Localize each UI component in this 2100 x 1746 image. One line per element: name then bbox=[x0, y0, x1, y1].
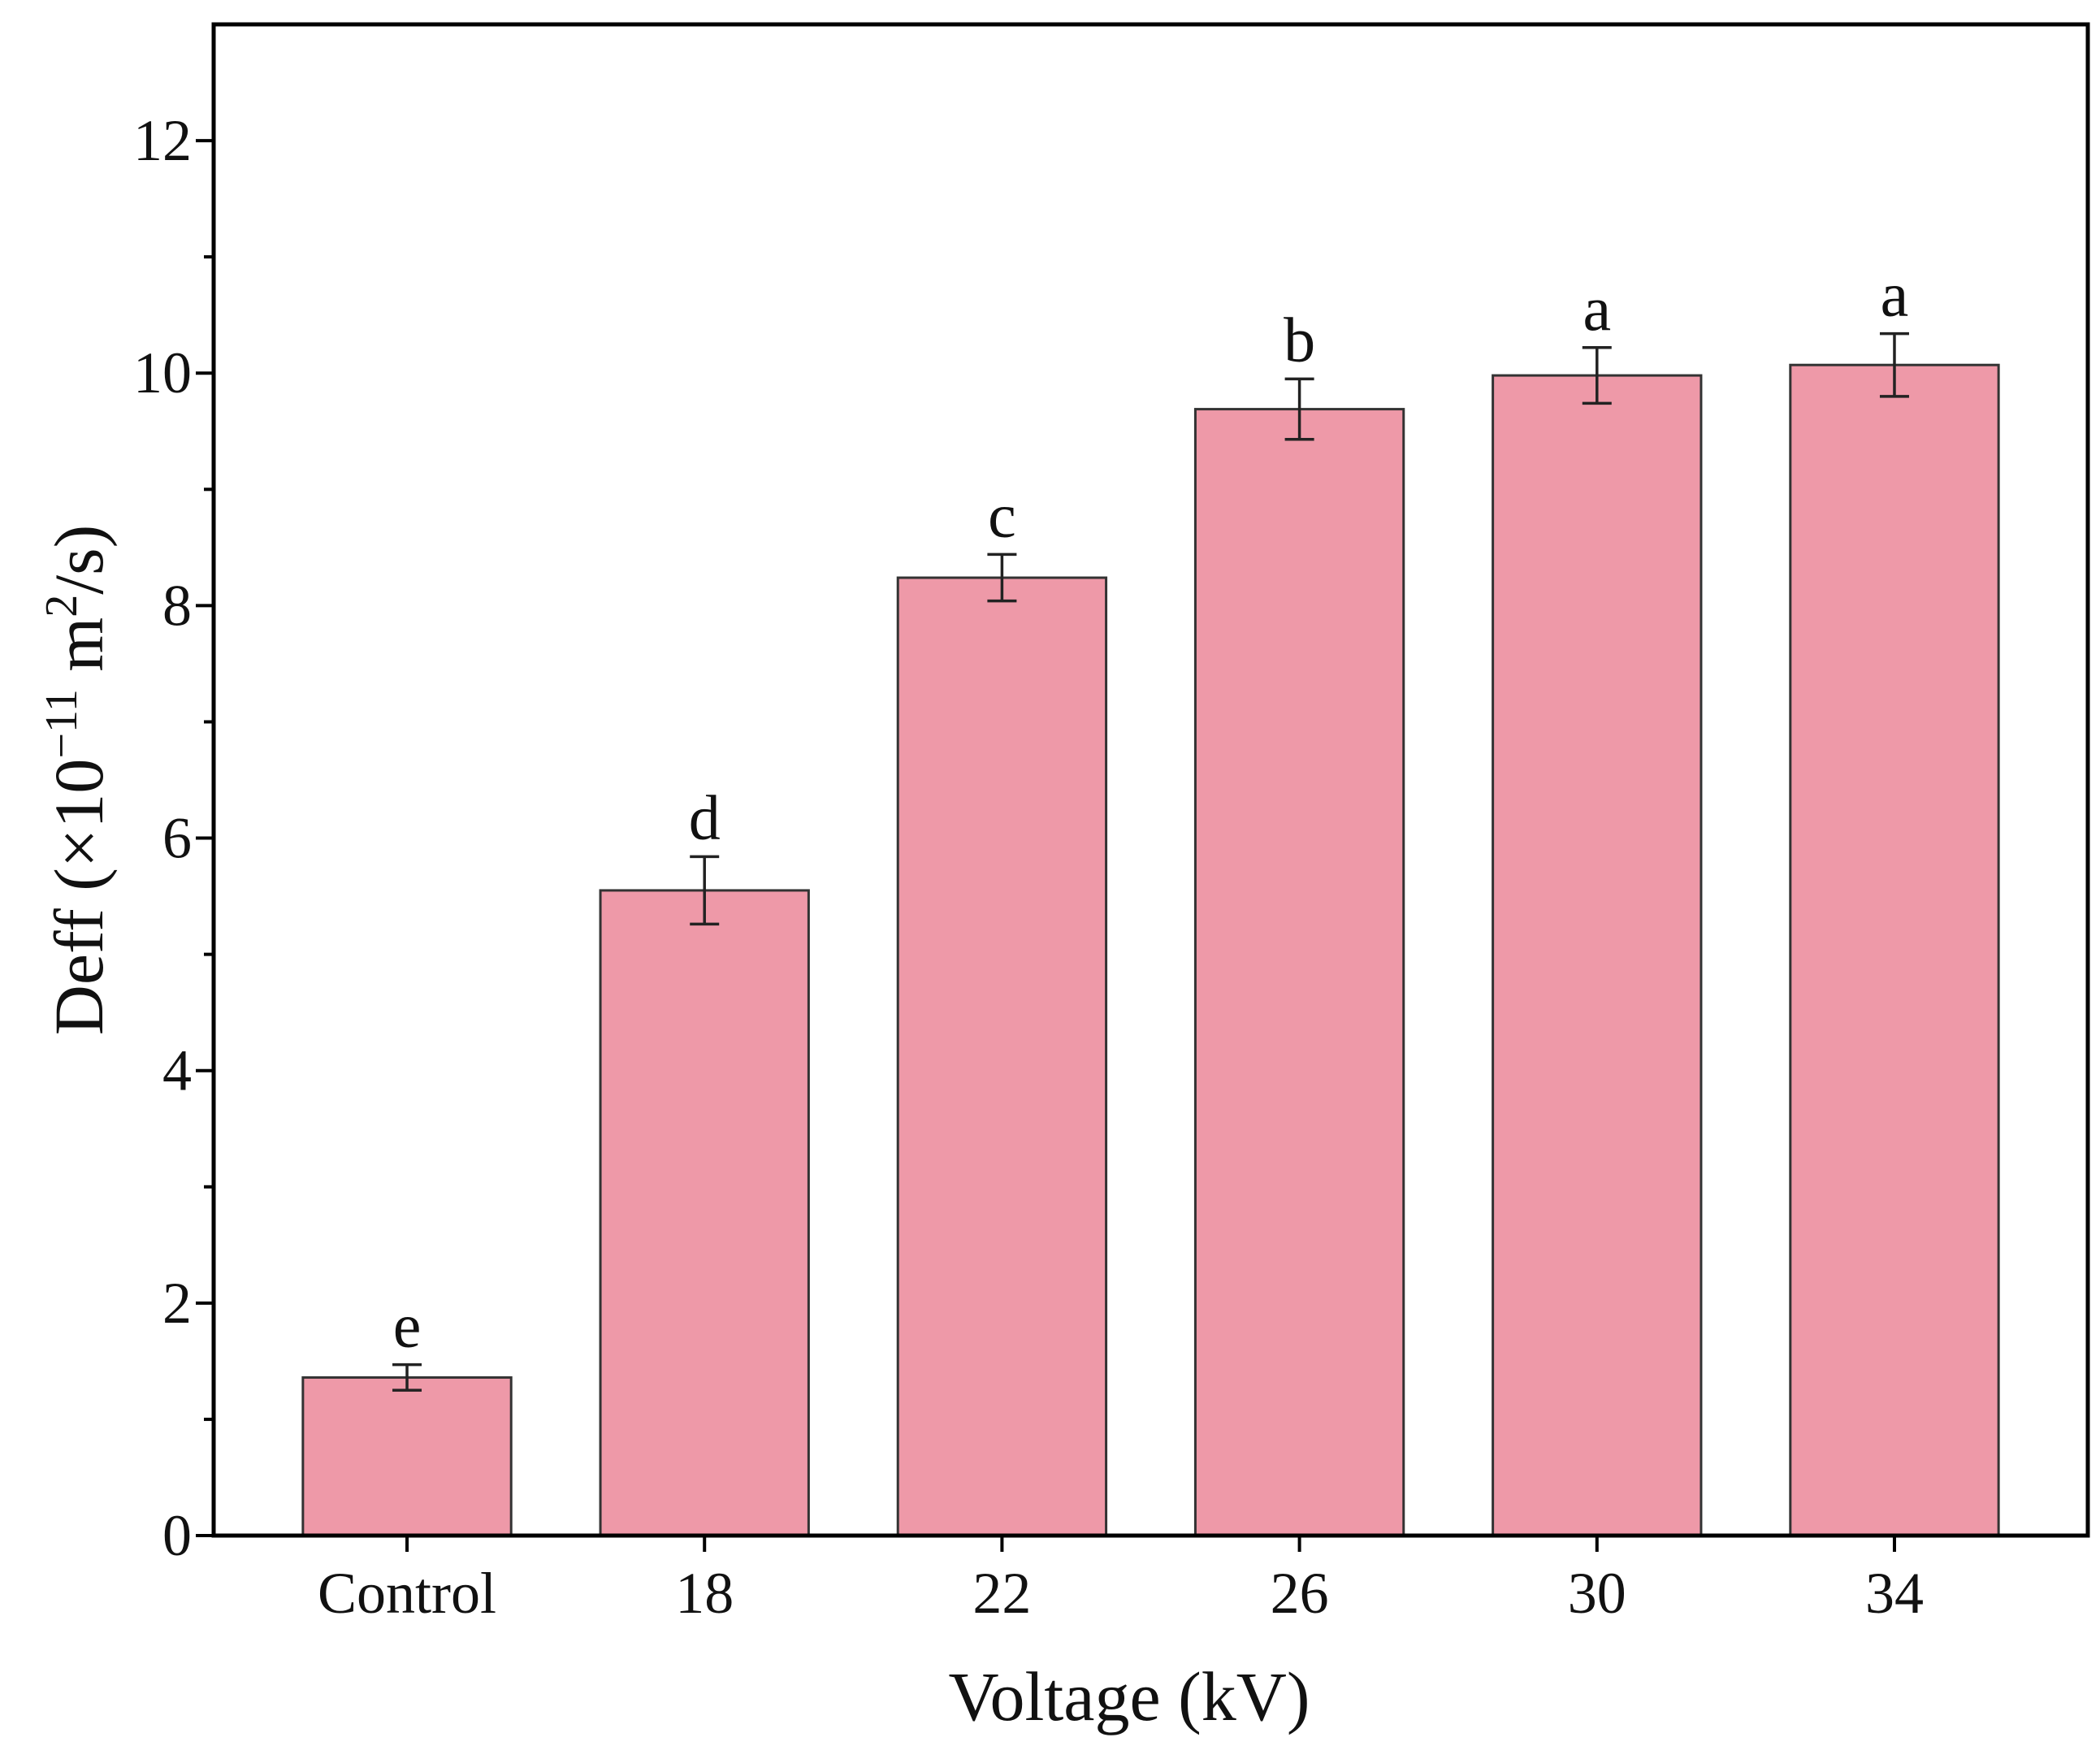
y-tick-label: 0 bbox=[162, 1503, 192, 1568]
bar-34 bbox=[1789, 363, 2000, 1537]
x-tick-label: 26 bbox=[1271, 1561, 1329, 1626]
bar-18 bbox=[599, 889, 810, 1537]
bar-30 bbox=[1492, 374, 1703, 1537]
y-tick-label: 6 bbox=[162, 806, 192, 871]
significance-label-34: a bbox=[1881, 259, 1909, 330]
y-axis-title-suffix: /s) bbox=[40, 525, 118, 595]
bar-22 bbox=[896, 576, 1108, 1537]
significance-labels-layer: e d c b a a bbox=[393, 259, 1909, 1361]
y-axis-title-exponent: −11 bbox=[37, 689, 87, 759]
significance-label-18: d bbox=[689, 782, 721, 852]
x-tick-label: 22 bbox=[972, 1561, 1031, 1626]
x-axis-title: Voltage (kV) bbox=[948, 1657, 1310, 1735]
y-axis-title-unit: m bbox=[40, 617, 118, 689]
bar-26 bbox=[1193, 408, 1405, 1537]
y-axis-title: Deff (×10−11 m2/s) bbox=[37, 525, 118, 1036]
significance-label-26: b bbox=[1284, 304, 1315, 375]
error-bar-22 bbox=[987, 552, 1017, 603]
error-bar-18 bbox=[690, 855, 720, 926]
bar-control bbox=[301, 1376, 513, 1537]
significance-label-control: e bbox=[393, 1290, 422, 1361]
significance-label-30: a bbox=[1583, 273, 1611, 344]
y-axis-title-prefix: Deff (×10 bbox=[40, 759, 118, 1036]
x-tick-label: 18 bbox=[675, 1561, 734, 1626]
x-tick-label: 30 bbox=[1568, 1561, 1626, 1626]
x-tick-label: Control bbox=[318, 1561, 496, 1626]
error-bar-30 bbox=[1582, 346, 1612, 405]
y-tick-label: 8 bbox=[162, 573, 192, 638]
y-axis-ticks: 0 2 4 6 8 10 12 bbox=[133, 108, 214, 1568]
y-tick-label: 12 bbox=[133, 108, 192, 173]
x-axis-ticks: Control 18 22 26 30 34 bbox=[318, 1536, 1924, 1626]
x-tick-label: 34 bbox=[1865, 1561, 1924, 1626]
error-bar-34 bbox=[1879, 331, 1909, 398]
y-tick-label: 4 bbox=[162, 1038, 192, 1103]
bars-layer bbox=[301, 363, 2000, 1537]
significance-label-22: c bbox=[988, 479, 1016, 550]
plot-frame bbox=[211, 22, 2090, 1538]
error-bar-26 bbox=[1284, 377, 1314, 441]
error-bar-control bbox=[392, 1363, 422, 1392]
y-tick-label: 2 bbox=[162, 1271, 192, 1336]
y-tick-label: 10 bbox=[133, 340, 192, 405]
error-bars-layer bbox=[392, 331, 1909, 1392]
y-axis-title-unit-exponent: 2 bbox=[37, 595, 87, 617]
